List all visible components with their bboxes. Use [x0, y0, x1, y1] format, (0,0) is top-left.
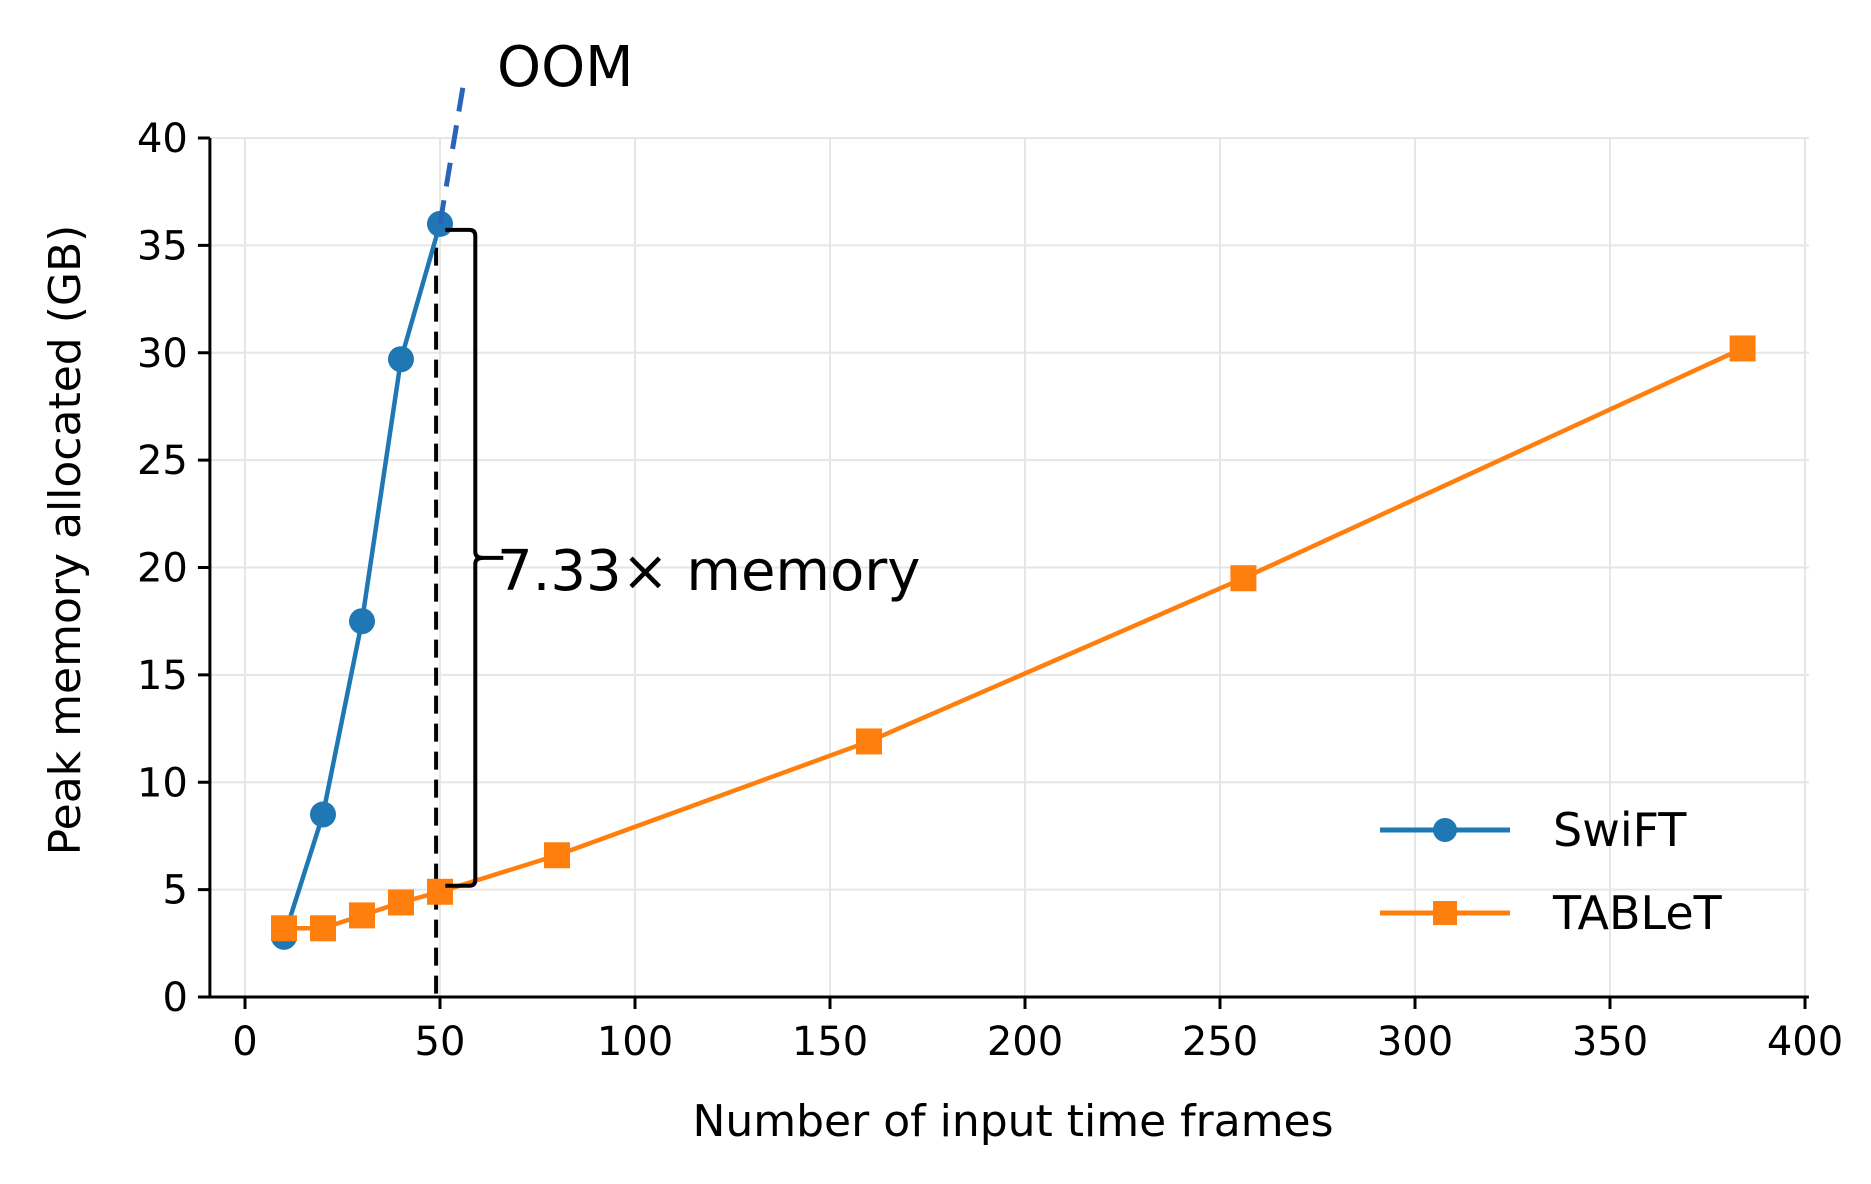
brace-label: 7.33× memory: [497, 539, 920, 604]
square-marker-icon: [310, 915, 336, 942]
y-tick-label: 35: [137, 223, 188, 269]
x-tick-label: 0: [232, 1019, 257, 1065]
axes: 0 50 100 150 200 250 300 350 400 0 5 10 15 20 25 30 35 40: [137, 116, 1843, 1065]
y-tick-label: 15: [137, 653, 188, 699]
x-tick-label: 50: [415, 1019, 466, 1065]
x-tick-label: 200: [987, 1019, 1063, 1065]
oom-dashed-extension: [437, 83, 466, 225]
legend-tablet-label: TABLeT: [1552, 886, 1723, 940]
y-tick-label: 40: [137, 116, 188, 162]
annotations-over: [437, 83, 504, 888]
y-tick-label: 10: [137, 760, 188, 806]
x-tick-label: 400: [1767, 1019, 1843, 1065]
series-line-tablet: [284, 346, 1744, 931]
square-marker-icon: [388, 889, 414, 916]
series-line-swift: [281, 223, 443, 938]
legend: SwiFT TABLeT: [1380, 803, 1723, 940]
oom-label: OOM: [497, 35, 633, 100]
y-tick-label: 20: [137, 546, 188, 592]
circle-marker-icon: [310, 801, 336, 828]
x-tick-label: 300: [1377, 1019, 1453, 1065]
y-axis-label: Peak memory allocated (GB): [40, 225, 91, 856]
grid: [209, 137, 1809, 998]
square-marker-icon: [1230, 565, 1257, 592]
circle-marker-icon: [388, 346, 414, 373]
y-tick-label: 25: [137, 438, 188, 484]
x-tick-label: 250: [1182, 1019, 1258, 1065]
square-marker-icon: [427, 878, 453, 905]
x-tick-label: 150: [792, 1019, 868, 1065]
square-marker-icon: [271, 915, 297, 942]
square-marker-icon: [349, 902, 375, 929]
square-marker-icon: [856, 728, 882, 755]
x-tick-label: 350: [1572, 1019, 1648, 1065]
y-tick-label: 0: [162, 975, 187, 1021]
legend-square-marker-icon: [1433, 901, 1457, 925]
legend-swift-label: SwiFT: [1553, 803, 1687, 857]
x-tick-label: 100: [597, 1019, 673, 1065]
y-tick-label: 5: [162, 868, 187, 914]
series: [271, 210, 1756, 950]
legend-circle-marker-icon: [1433, 818, 1457, 842]
square-marker-icon: [544, 842, 570, 869]
y-tick-label: 30: [137, 331, 188, 377]
square-marker-icon: [1729, 335, 1756, 362]
x-axis-label: Number of input time frames: [692, 1096, 1333, 1147]
circle-marker-icon: [349, 608, 375, 635]
